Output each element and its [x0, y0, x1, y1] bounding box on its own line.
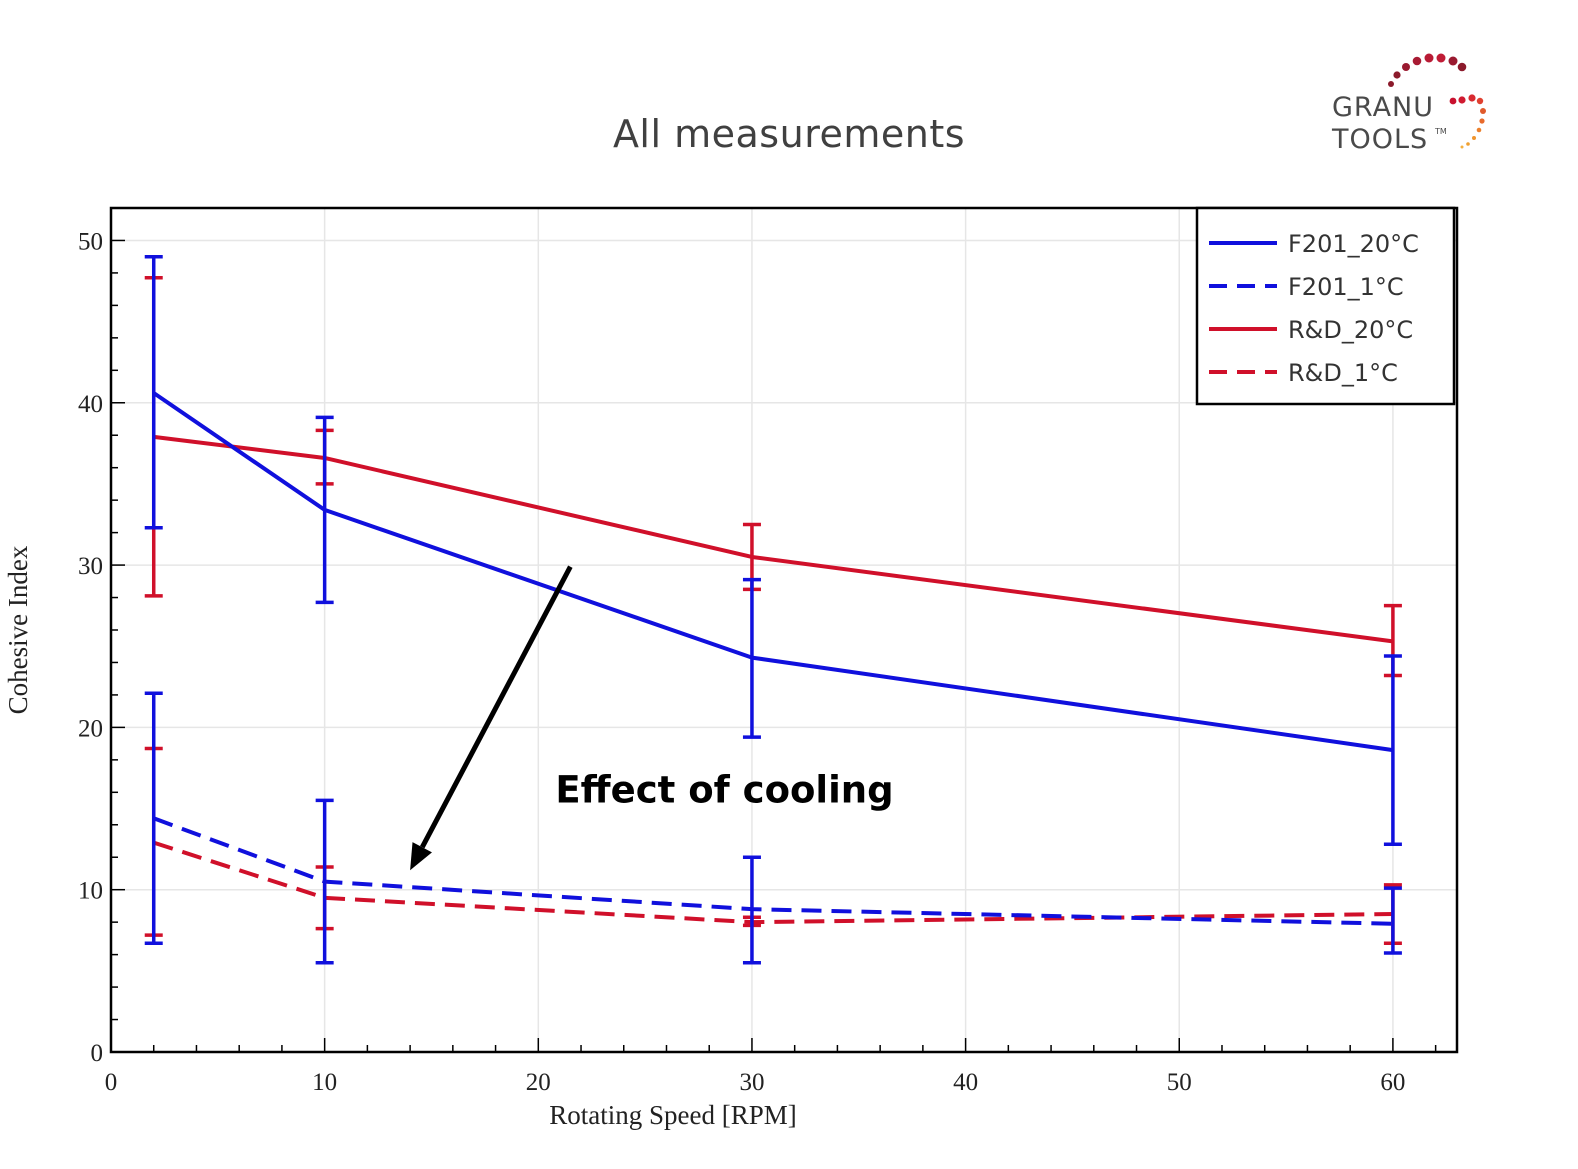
legend-entry: F201_20°C — [1288, 230, 1419, 258]
series-line — [153, 816, 1393, 926]
y-axis-title: Cohesive Index — [3, 545, 33, 714]
error-bar — [1383, 654, 1402, 846]
y-tick-label: 20 — [78, 715, 103, 742]
x-tick-label: 10 — [312, 1069, 337, 1096]
x-tick-label: 0 — [105, 1069, 118, 1096]
legend-entry: F201_1°C — [1288, 273, 1404, 301]
error-bar — [742, 855, 761, 965]
y-tick-label: 0 — [91, 1040, 104, 1067]
x-axis-title: Rotating Speed [RPM] — [549, 1100, 797, 1130]
legend-entry: R&D_20°C — [1288, 316, 1413, 344]
legend: F201_20°C F201_1°C R&D_20°C R&D_1°C — [1195, 206, 1456, 406]
error-bar — [315, 798, 334, 965]
logo-line1: GRANU — [1332, 92, 1434, 123]
y-tick-label: 50 — [78, 228, 103, 255]
error-bar — [1383, 886, 1402, 955]
series-line — [153, 434, 1394, 644]
logo-line2: TOOLS — [1331, 124, 1428, 155]
error-bar — [315, 415, 334, 605]
annotation-text: Effect of cooling — [555, 768, 893, 811]
x-tick-label: 50 — [1167, 1069, 1192, 1096]
series-line — [152, 391, 1394, 753]
x-tick-label: 60 — [1380, 1069, 1405, 1096]
logo-dots-icon — [1388, 53, 1486, 149]
annotation-arrow-head — [410, 842, 432, 871]
y-tick-label: 30 — [78, 553, 103, 580]
series-line — [153, 840, 1393, 925]
x-tick-label: 30 — [739, 1069, 764, 1096]
annotation-arrow-shaft — [420, 565, 573, 849]
x-tick-label: 40 — [953, 1069, 978, 1096]
logo-trademark: TM — [1434, 127, 1447, 136]
y-tick-label: 10 — [78, 878, 103, 905]
error-bar — [144, 691, 163, 946]
y-tick-label: 40 — [78, 391, 103, 418]
granutools-logo: GRANU TOOLS TM — [1331, 53, 1486, 155]
error-bar — [144, 254, 163, 530]
slide-title: All measurements — [612, 112, 966, 156]
legend-entry: R&D_1°C — [1288, 359, 1398, 387]
error-bar — [742, 577, 761, 739]
x-tick-label: 20 — [526, 1069, 551, 1096]
